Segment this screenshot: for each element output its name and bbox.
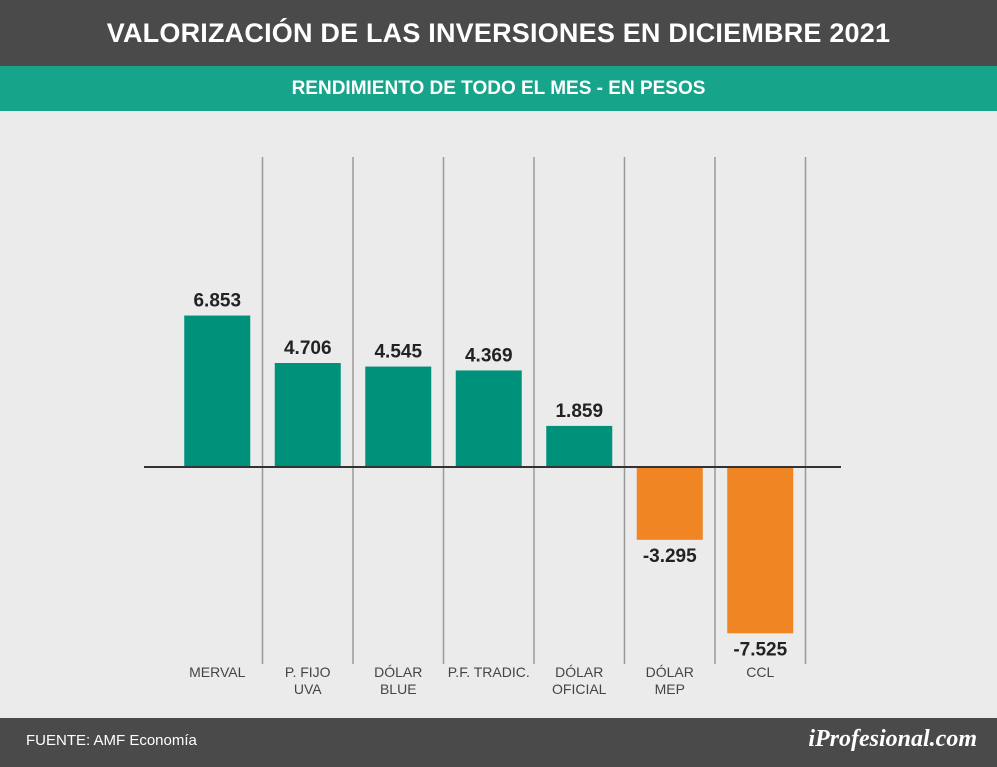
bar: [455, 370, 522, 467]
data-label: 1.859: [555, 401, 603, 422]
data-label: -7.525: [733, 639, 787, 660]
category-label: MEP: [655, 681, 685, 697]
category-label: P. FIJO: [285, 664, 331, 680]
chart-area: 6.853 MERVAL 4.706 P. FIJO UVA 4.545 DÓLAR BLUE…: [0, 111, 997, 718]
bar: [184, 315, 251, 467]
category-label: BLUE: [380, 681, 417, 697]
category-label: DÓLAR: [555, 664, 603, 680]
brand-logo: iProfesional.com: [808, 726, 977, 752]
category-label: CCL: [746, 664, 774, 680]
source-note: FUENTE: AMF Economía: [26, 732, 197, 749]
category-label: MERVAL: [189, 664, 245, 680]
category-label: P.F. TRADIC.: [448, 664, 530, 680]
chart-subtitle: RENDIMIENTO DE TODO EL MES - EN PESOS: [0, 66, 997, 111]
category-label: DÓLAR: [374, 664, 422, 680]
category-label: DÓLAR: [646, 664, 694, 680]
chart-title-text: VALORIZACIÓN DE LAS INVERSIONES EN DICIE…: [106, 17, 891, 48]
bar: [636, 467, 703, 540]
bar: [274, 362, 341, 467]
bar: [727, 467, 794, 634]
bar: [546, 425, 613, 467]
bar: [365, 366, 432, 467]
data-label: -3.295: [643, 546, 697, 567]
data-label: 6.853: [193, 291, 241, 312]
footer: FUENTE: AMF Economía iProfesional.com: [0, 718, 997, 767]
category-label: UVA: [294, 681, 322, 697]
chart-title: VALORIZACIÓN DE LAS INVERSIONES EN DICIE…: [0, 0, 997, 66]
data-label: 4.545: [374, 342, 422, 363]
data-label: 4.706: [284, 338, 332, 359]
data-label: 4.369: [465, 345, 513, 366]
chart-subtitle-text: RENDIMIENTO DE TODO EL MES - EN PESOS: [291, 77, 706, 99]
category-label: OFICIAL: [552, 681, 607, 697]
